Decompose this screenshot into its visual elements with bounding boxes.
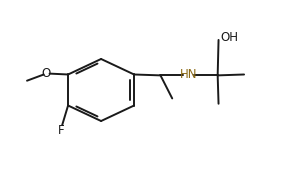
Text: O: O bbox=[41, 67, 51, 80]
Text: HN: HN bbox=[180, 68, 197, 81]
Text: F: F bbox=[57, 124, 64, 137]
Text: OH: OH bbox=[221, 31, 239, 44]
